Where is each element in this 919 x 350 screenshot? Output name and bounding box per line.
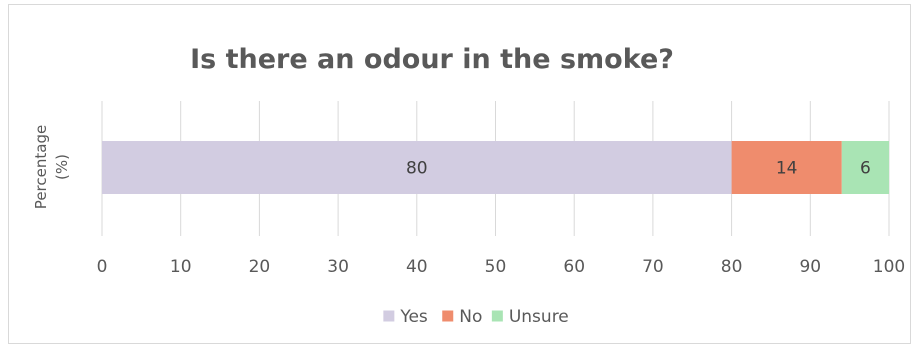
x-tick-label: 50	[485, 257, 507, 277]
x-tick-label: 90	[799, 257, 821, 277]
chart-title: Is there an odour in the smoke?	[190, 44, 674, 75]
x-axis-ticks: 0 10 20 30 40 50 60 70 80 90 100	[97, 257, 906, 277]
bar-segments	[102, 141, 889, 194]
data-labels: 80 14 6	[406, 159, 871, 179]
x-tick-label: 70	[642, 257, 664, 277]
legend-label-unsure: Unsure	[509, 307, 569, 327]
bar-segment-no	[731, 141, 842, 194]
x-tick-label: 100	[873, 257, 905, 277]
legend-swatch-yes	[383, 310, 395, 322]
data-label-yes: 80	[406, 159, 428, 179]
y-axis-label: Percentage (%)	[32, 125, 71, 209]
data-label-unsure: 6	[860, 159, 871, 179]
bar-segment-unsure	[841, 141, 889, 194]
x-tick-label: 10	[170, 257, 192, 277]
legend-swatch-no	[442, 310, 454, 322]
legend-swatch-unsure	[491, 310, 503, 322]
x-tick-label: 0	[97, 257, 108, 277]
x-tick-label: 30	[327, 257, 349, 277]
y-axis-label-line-2: (%)	[53, 154, 71, 180]
legend-label-yes: Yes	[399, 307, 428, 327]
data-label-no: 14	[776, 159, 798, 179]
bar-segment-yes	[102, 141, 732, 194]
x-tick-label: 20	[249, 257, 271, 277]
x-tick-label: 60	[563, 257, 585, 277]
x-tick-label: 80	[721, 257, 743, 277]
x-tick-label: 40	[406, 257, 428, 277]
y-axis-label-line-1: Percentage	[32, 125, 50, 209]
legend-label-no: No	[459, 307, 482, 327]
legend: Yes No Unsure	[383, 307, 569, 327]
